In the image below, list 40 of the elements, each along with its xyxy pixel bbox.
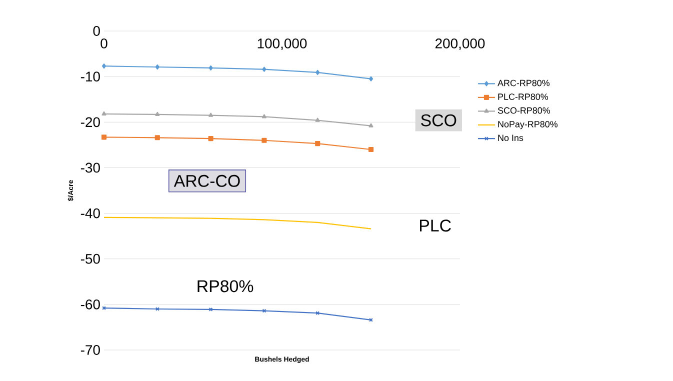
legend-label: ARC-RP80% xyxy=(498,80,550,86)
point xyxy=(262,138,267,143)
point xyxy=(102,64,106,69)
y-tick-label: -20 xyxy=(80,117,100,128)
y-tick-label: -60 xyxy=(80,299,100,310)
x-tick-label: 200,000 xyxy=(435,38,485,50)
point xyxy=(101,134,107,140)
point xyxy=(208,65,213,70)
point xyxy=(315,141,320,146)
y-tick-label: 0 xyxy=(93,26,100,36)
point xyxy=(155,112,160,116)
point xyxy=(262,114,266,118)
point xyxy=(262,66,266,72)
annotation: SCO xyxy=(421,114,456,126)
y-tick-label: -10 xyxy=(80,72,100,82)
y-tick-label: -30 xyxy=(80,162,100,173)
annotation: RP80% xyxy=(198,280,254,292)
x-tick-label: 100,000 xyxy=(258,38,307,50)
point xyxy=(316,70,320,76)
y-tick-label: -40 xyxy=(80,208,100,218)
annotation: PLC xyxy=(420,220,451,232)
point xyxy=(368,146,374,152)
annotation: ARC-CO xyxy=(174,174,240,187)
point xyxy=(102,111,106,116)
point xyxy=(208,307,213,312)
y-tick-label: -70 xyxy=(80,345,100,355)
legend-label: PLC-RP80% xyxy=(498,94,548,100)
point xyxy=(208,136,214,142)
point xyxy=(155,64,160,70)
legend-label: NoPay-RP80% xyxy=(498,121,558,130)
legend-label: SCO-RP80% xyxy=(498,107,550,114)
y-tick-label: -50 xyxy=(80,254,100,264)
x-tick-label: 0 xyxy=(100,38,108,48)
point xyxy=(154,135,160,140)
point xyxy=(315,118,320,122)
point xyxy=(368,76,374,82)
legend-label: No Ins xyxy=(498,134,524,142)
line-series xyxy=(103,216,372,230)
point xyxy=(368,123,374,128)
point xyxy=(208,112,214,117)
